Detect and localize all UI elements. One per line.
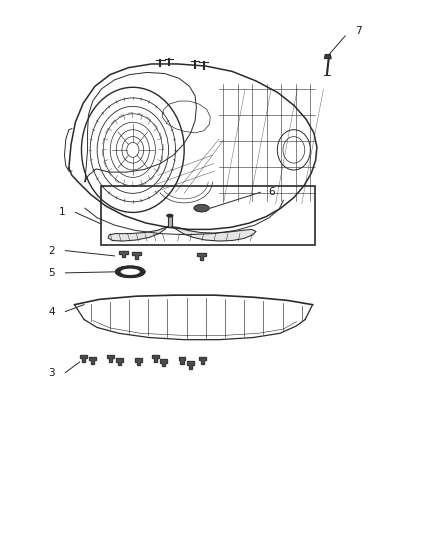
Ellipse shape — [120, 269, 140, 275]
Ellipse shape — [194, 205, 209, 212]
Polygon shape — [197, 253, 206, 260]
Text: 7: 7 — [355, 26, 362, 36]
Polygon shape — [108, 227, 168, 241]
Polygon shape — [135, 358, 142, 365]
Text: 2: 2 — [48, 246, 55, 256]
Polygon shape — [119, 251, 127, 257]
Polygon shape — [187, 361, 194, 368]
Bar — [102, 186, 315, 245]
Polygon shape — [160, 359, 167, 366]
Polygon shape — [116, 358, 123, 365]
Polygon shape — [172, 227, 256, 241]
Polygon shape — [152, 354, 159, 362]
Text: 4: 4 — [48, 306, 55, 317]
Polygon shape — [168, 216, 172, 227]
Polygon shape — [179, 357, 185, 364]
Polygon shape — [80, 354, 87, 362]
Polygon shape — [132, 252, 141, 259]
Polygon shape — [107, 354, 114, 362]
Text: 5: 5 — [48, 268, 55, 278]
Polygon shape — [324, 54, 331, 59]
Text: 1: 1 — [59, 207, 66, 217]
Polygon shape — [199, 357, 206, 364]
Text: 6: 6 — [268, 187, 275, 197]
Polygon shape — [89, 357, 96, 364]
Text: 3: 3 — [48, 368, 55, 377]
Ellipse shape — [116, 266, 145, 278]
Ellipse shape — [166, 214, 173, 217]
